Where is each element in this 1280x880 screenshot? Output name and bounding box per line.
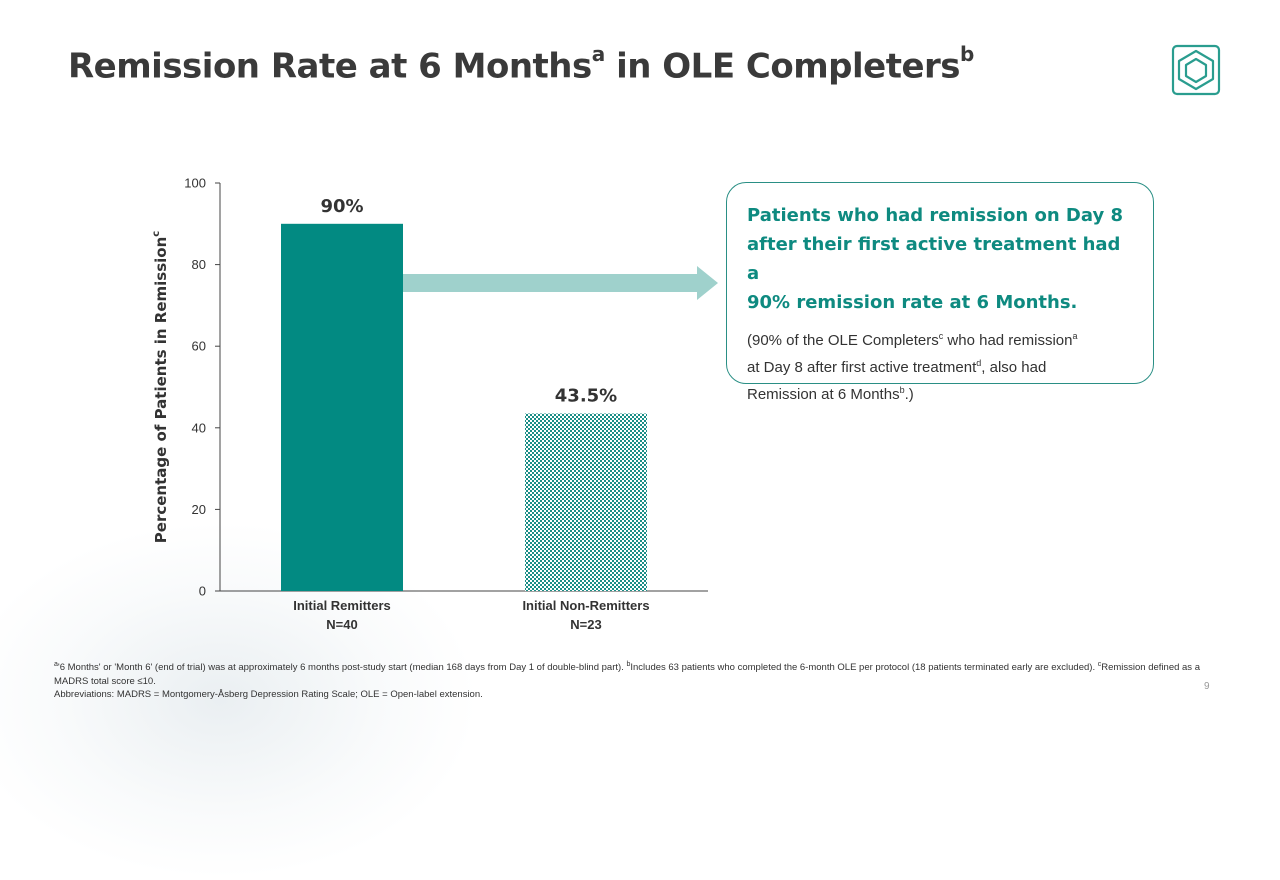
- title-text-mid: in OLE Completers: [604, 46, 961, 87]
- callout-headline: Patients who had remission on Day 8 afte…: [747, 201, 1133, 317]
- y-tick-label: 80: [192, 257, 206, 272]
- data-label: 43.5%: [555, 386, 617, 407]
- company-logo-icon: [1171, 44, 1221, 96]
- category-label: Initial Remitters: [293, 598, 391, 613]
- callout-box: Patients who had remission on Day 8 afte…: [726, 182, 1154, 403]
- y-tick-label: 40: [192, 420, 206, 435]
- page-number: 9: [1204, 681, 1210, 692]
- title-superscript-a: a: [591, 42, 606, 66]
- bar-chart: 0 20 40 60 80 100 90% 43.5% Initial Remitters N…: [151, 176, 718, 632]
- y-tick-label: 20: [192, 502, 206, 517]
- callout-detail: (90% of the OLE Completersc who had remi…: [747, 325, 1133, 406]
- category-label: Initial Non-Remitters: [522, 598, 649, 613]
- bar-initial-non-remitters: [525, 413, 647, 591]
- footnotes: a'6 Months' or 'Month 6' (end of trial) …: [54, 658, 1234, 702]
- slide-title: Remission Rate at 6 Monthsa in OLE Compl…: [68, 42, 974, 87]
- y-tick-label: 100: [184, 176, 206, 191]
- callout-headline-line-2: after their first active treatment had a: [747, 234, 1121, 284]
- category-n-label: N=40: [326, 617, 357, 632]
- category-n-label: N=23: [570, 617, 601, 632]
- callout-headline-line-3: 90% remission rate at 6 Months.: [747, 292, 1078, 313]
- callout-arrow: [403, 266, 718, 300]
- title-text: Remission Rate at 6 Months: [68, 46, 592, 87]
- callout-detail-line-2: at Day 8 after first active treatmentd, …: [747, 358, 1047, 376]
- bar-initial-remitters: [281, 223, 403, 592]
- footnote-definitions: a'6 Months' or 'Month 6' (end of trial) …: [54, 661, 1200, 687]
- data-label: 90%: [320, 196, 363, 217]
- y-axis-label: Percentage of Patients in Remissionc: [151, 231, 170, 544]
- callout-detail-line-3: Remission at 6 Monthsb.): [747, 385, 914, 403]
- title-superscript-b: b: [960, 42, 974, 66]
- y-tick-label: 0: [199, 584, 206, 599]
- footnote-abbreviations: Abbreviations: MADRS = Montgomery-Åsberg…: [54, 689, 483, 701]
- y-axis: 0 20 40 60 80 100: [184, 176, 221, 599]
- callout-detail-line-1: (90% of the OLE Completersc who had remi…: [747, 331, 1078, 349]
- y-tick-label: 60: [192, 339, 206, 354]
- callout-headline-line-1: Patients who had remission on Day 8: [747, 205, 1123, 226]
